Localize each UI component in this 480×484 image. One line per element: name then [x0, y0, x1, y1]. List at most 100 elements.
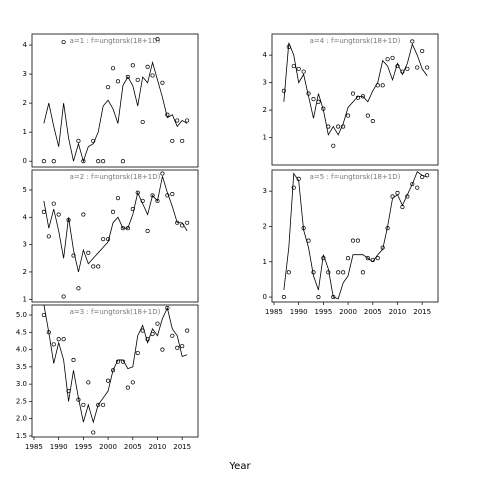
data-point	[71, 357, 76, 362]
x-tick-label: 2015	[413, 308, 431, 316]
y-tick-label: 1	[263, 134, 267, 142]
data-point	[281, 88, 286, 93]
y-tick-label: 1.5	[16, 432, 27, 440]
y-tick-label: 1	[263, 258, 267, 266]
x-tick-label: 2005	[124, 443, 142, 451]
data-point	[86, 380, 91, 385]
data-point	[415, 65, 420, 70]
y-tick-label: 4.5	[16, 328, 27, 336]
x-tick-label: 1985	[25, 443, 43, 451]
x-axis-label: Year	[228, 461, 251, 472]
x-tick-label: 1985	[265, 308, 283, 316]
data-point	[185, 220, 190, 225]
data-point	[101, 159, 106, 164]
data-point	[81, 212, 86, 217]
data-point	[145, 228, 150, 233]
data-point	[331, 143, 336, 148]
y-tick-label: 3	[263, 79, 267, 87]
plot-frame	[31, 169, 199, 303]
data-point	[385, 57, 390, 62]
data-point	[281, 295, 286, 300]
data-point	[180, 138, 185, 143]
fitted-line	[43, 304, 188, 424]
fitted-line	[43, 176, 188, 273]
data-point	[420, 48, 425, 54]
y-tick-label: 4.0	[16, 346, 27, 354]
data-point	[96, 159, 101, 164]
data-point	[41, 312, 46, 318]
data-point	[86, 250, 91, 255]
data-point	[76, 138, 81, 143]
data-point	[125, 74, 130, 80]
plot-frame	[271, 169, 439, 303]
panel-title: a=4 : f=ungtorsk(18+1D)	[310, 37, 401, 45]
data-point	[160, 80, 165, 85]
data-point	[170, 138, 175, 143]
x-tick-label: 2015	[173, 443, 191, 451]
panel-title: a=2 : f=ungtorsk(18+1D)	[70, 173, 161, 181]
data-point	[115, 196, 121, 201]
data-point	[130, 63, 135, 68]
data-point	[81, 159, 86, 164]
data-point	[380, 83, 385, 88]
panel-title: a=3 : f=ungtorsk(18+1D)	[70, 308, 161, 316]
plot-frame	[31, 33, 199, 168]
data-point	[91, 264, 96, 269]
fitted-line	[43, 60, 188, 163]
data-point	[96, 402, 101, 407]
data-point	[41, 209, 46, 214]
data-point	[410, 182, 415, 187]
data-point	[96, 264, 101, 269]
data-point	[155, 321, 160, 326]
y-tick-label: 2.0	[16, 415, 27, 423]
data-point	[51, 342, 56, 347]
data-point	[185, 328, 190, 333]
y-tick-label: 2	[263, 106, 267, 114]
data-point	[390, 55, 395, 60]
x-tick-label: 2005	[364, 308, 382, 316]
data-point	[291, 64, 296, 69]
y-tick-label: 4	[263, 51, 268, 59]
data-point	[115, 79, 121, 84]
data-point	[125, 385, 130, 390]
y-tick-label: 1	[23, 295, 27, 303]
x-tick-label: 1995	[74, 443, 92, 451]
data-point	[175, 118, 180, 123]
data-point	[405, 66, 410, 71]
data-point	[365, 256, 370, 261]
plot-frame	[31, 304, 199, 438]
x-tick-label: 1995	[314, 308, 332, 316]
data-point	[296, 66, 301, 71]
panel-title: a=5 : f=ungtorsk(18+1D)	[310, 173, 401, 181]
data-point	[415, 185, 420, 190]
data-point	[91, 138, 96, 143]
data-point	[101, 237, 106, 242]
data-point	[101, 402, 106, 407]
data-point	[175, 345, 180, 350]
data-point	[160, 347, 165, 352]
data-point	[395, 190, 400, 195]
y-tick-label: 3.0	[16, 380, 27, 388]
data-point	[160, 171, 165, 176]
data-point	[150, 73, 155, 78]
y-tick-label: 3.5	[16, 363, 27, 371]
data-point	[346, 113, 351, 118]
data-point	[185, 118, 190, 123]
x-tick-label: 2010	[149, 443, 167, 451]
data-point	[336, 124, 341, 129]
data-point	[135, 350, 140, 356]
data-point	[76, 286, 81, 291]
data-point	[336, 270, 341, 275]
data-point	[140, 119, 145, 125]
data-point	[410, 39, 415, 44]
data-point	[355, 238, 361, 243]
data-point	[370, 119, 375, 124]
data-point	[341, 270, 346, 275]
x-tick-label: 2000	[339, 308, 357, 316]
y-tick-label: 5.0	[16, 311, 27, 319]
y-tick-label: 1	[23, 128, 27, 136]
y-tick-label: 4	[23, 41, 28, 49]
data-point	[155, 37, 160, 42]
data-point	[400, 69, 405, 74]
data-point	[110, 66, 116, 71]
